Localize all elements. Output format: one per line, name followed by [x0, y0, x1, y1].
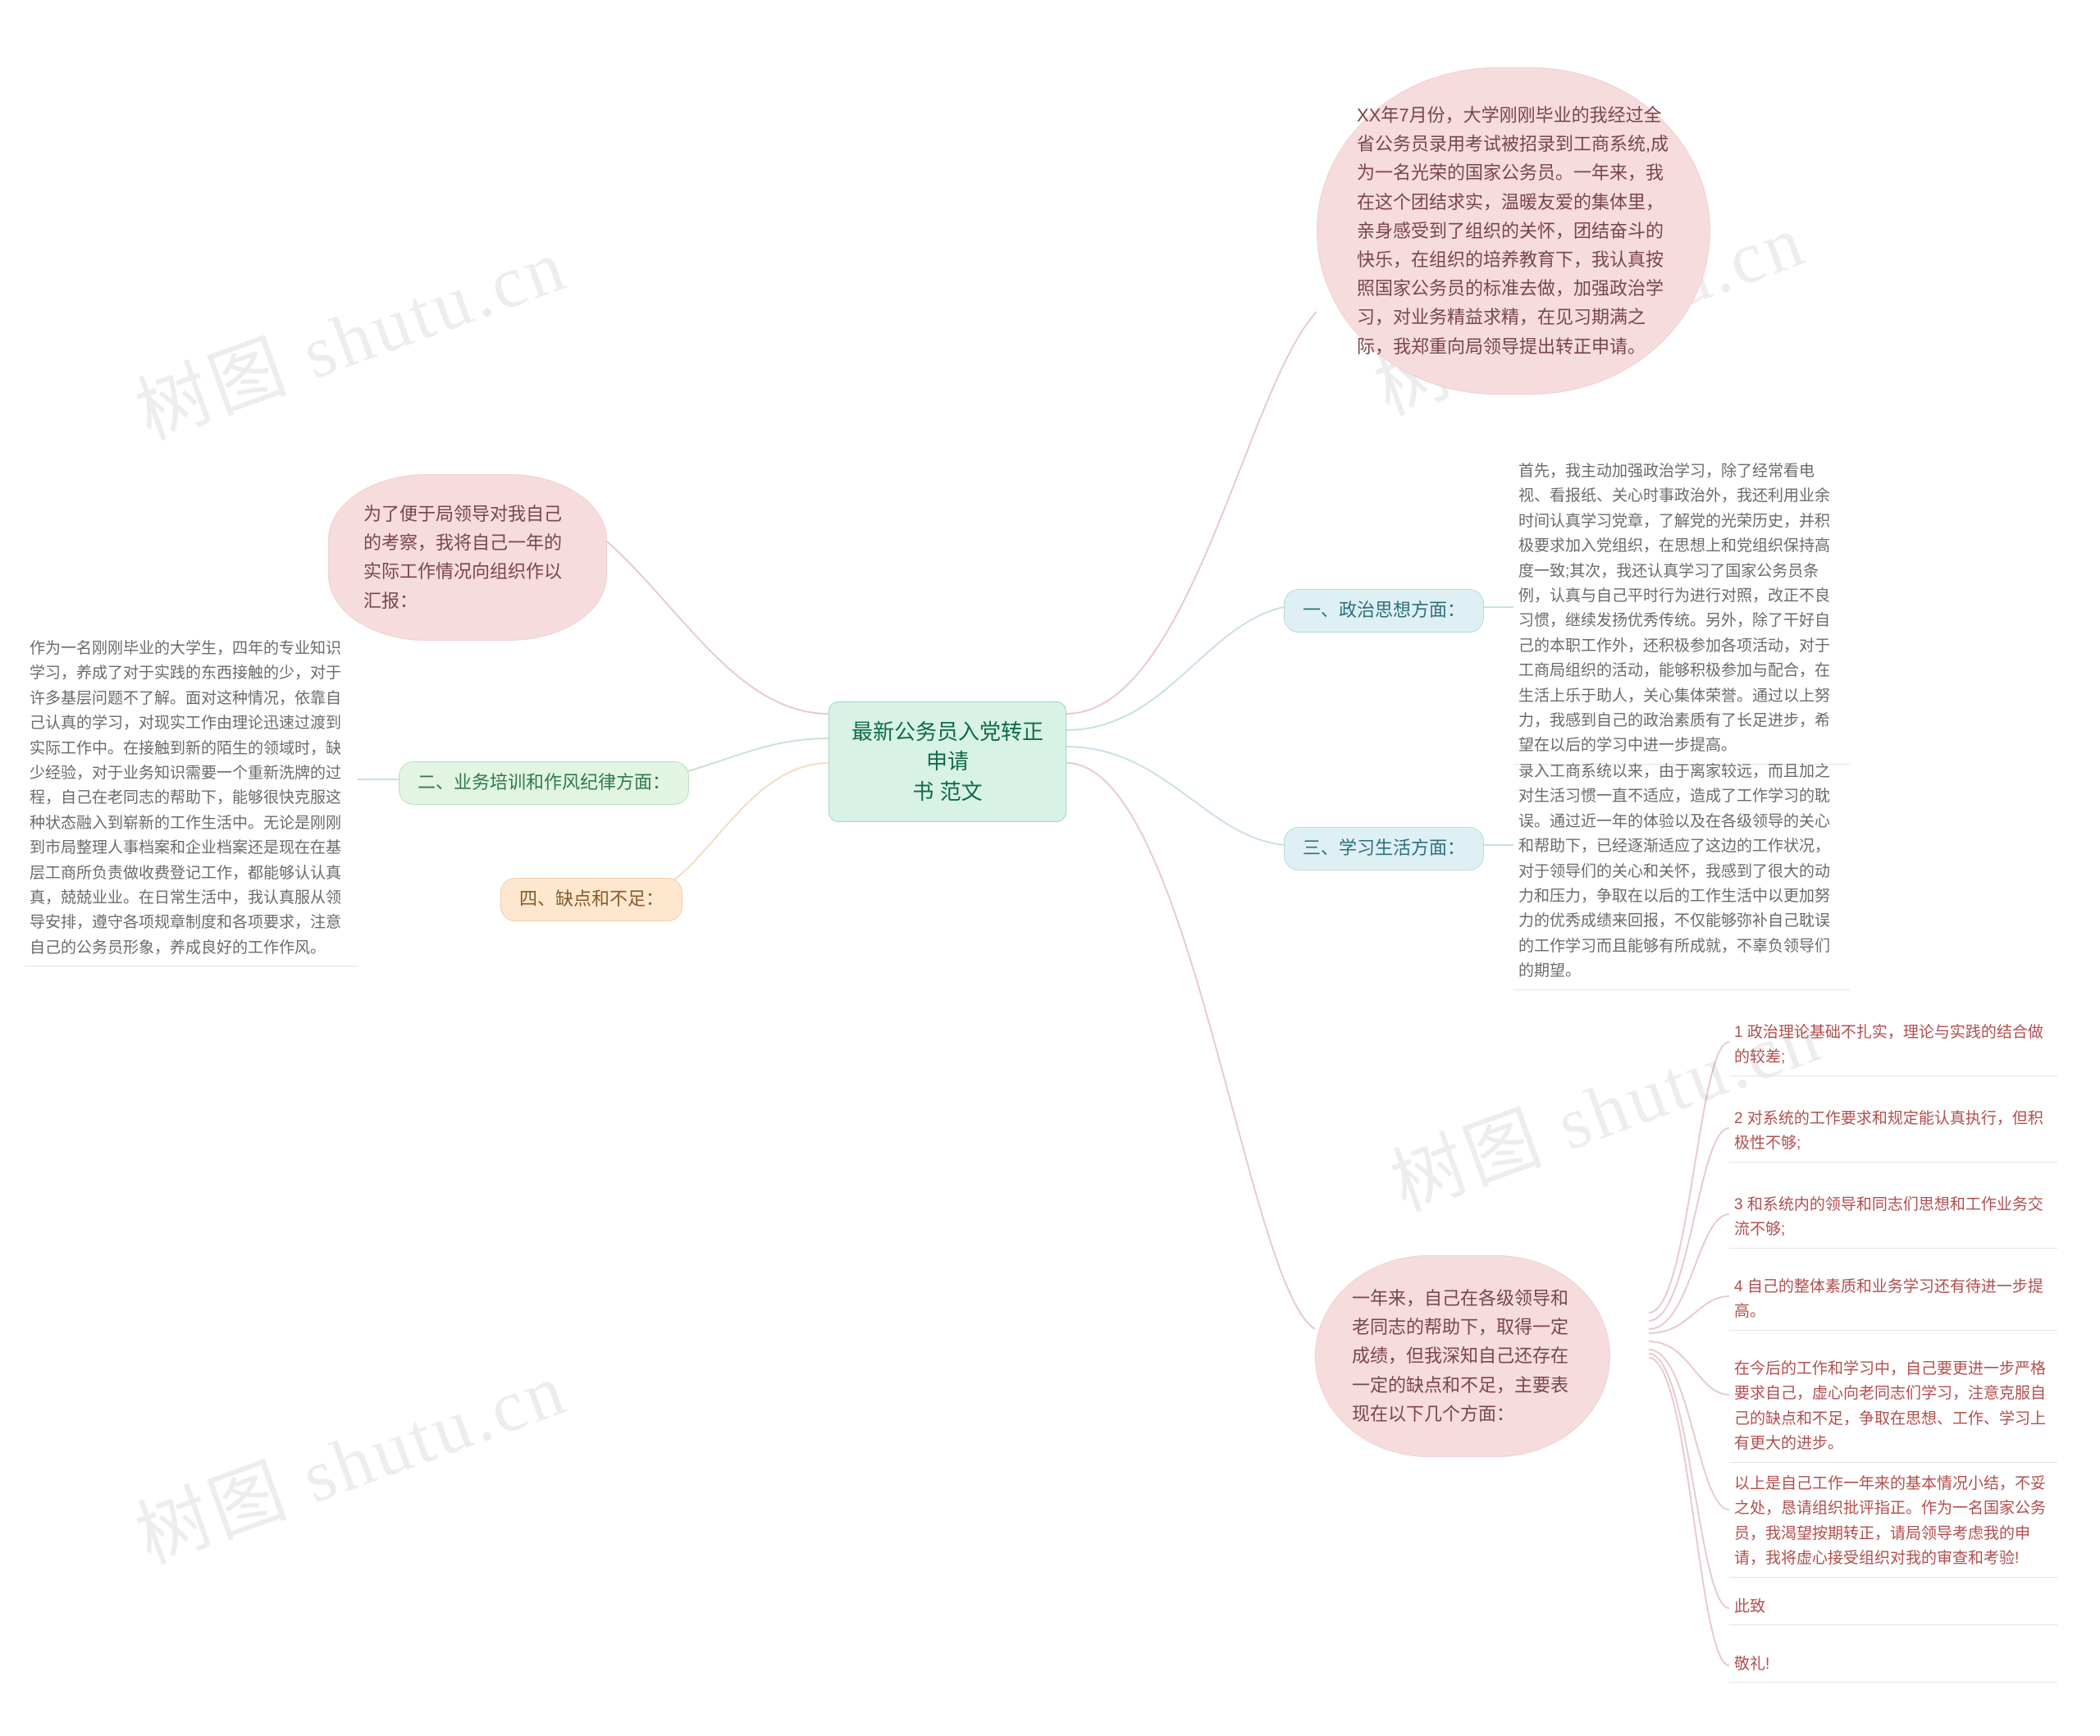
list-item: 在今后的工作和学习中，自己要更进一步严格要求自己，虚心向老同志们学习，注意克服自… [1729, 1352, 2057, 1463]
center-line1: 最新公务员入党转正申请 [851, 717, 1044, 777]
right-top-bubble-text: XX年7月份，大学刚刚毕业的我经过全省公务员录用考试被招录到工商系统,成为一名光… [1357, 105, 1669, 357]
list-item-text: 以上是自己工作一年来的基本情况小结，不妥之处，恳请组织批评指正。作为一名国家公务… [1734, 1475, 2046, 1567]
list-item: 2 对系统的工作要求和规定能认真执行，但积极性不够; [1729, 1102, 2057, 1163]
section-2-label[interactable]: 二、业务培训和作风纪律方面： [399, 761, 689, 805]
section-1-detail: 首先，我主动加强政治学习，除了经常看电视、看报纸、关心时事政治外，我还利用业余时… [1513, 455, 1850, 765]
section-1-label-text: 一、政治思想方面： [1303, 600, 1465, 620]
list-item-text: 3 和系统内的领导和同志们思想和工作业务交流不够; [1734, 1196, 2043, 1238]
section-1-detail-text: 首先，我主动加强政治学习，除了经常看电视、看报纸、关心时事政治外，我还利用业余时… [1518, 463, 1830, 754]
left-intro-bubble[interactable]: 为了便于局领导对我自己的考察，我将自己一年的实际工作情况向组织作以汇报： [328, 474, 607, 641]
right-bottom-bubble[interactable]: 一年来，自己在各级领导和老同志的帮助下，取得一定成绩，但我深知自己还存在一定的缺… [1315, 1255, 1610, 1457]
center-line2: 书 范文 [851, 777, 1044, 806]
section-3-detail-text: 录入工商系统以来，由于离家较远，而且加之对生活习惯一直不适应，造成了工作学习的耽… [1518, 763, 1830, 980]
list-item: 敬礼! [1729, 1647, 2057, 1683]
list-item-text: 4 自己的整体素质和业务学习还有待进一步提高。 [1734, 1278, 2043, 1320]
watermark: 树图 shutu.cn [120, 1329, 579, 1583]
list-item: 此致 [1729, 1590, 2057, 1625]
section-3-label[interactable]: 三、学习生活方面： [1284, 827, 1484, 870]
section-4-label[interactable]: 四、缺点和不足： [500, 878, 682, 921]
section-4-label-text: 四、缺点和不足： [519, 889, 664, 909]
section-2-detail-text: 作为一名刚刚毕业的大学生，四年的专业知识学习，养成了对于实践的东西接触的少，对于… [30, 640, 341, 957]
list-item-text: 2 对系统的工作要求和规定能认真执行，但积极性不够; [1734, 1110, 2043, 1152]
list-item-text: 在今后的工作和学习中，自己要更进一步严格要求自己，虚心向老同志们学习，注意克服自… [1734, 1360, 2046, 1452]
left-intro-text: 为了便于局领导对我自己的考察，我将自己一年的实际工作情况向组织作以汇报： [363, 504, 562, 611]
list-item-text: 敬礼! [1734, 1656, 1769, 1673]
section-3-detail: 录入工商系统以来，由于离家较远，而且加之对生活习惯一直不适应，造成了工作学习的耽… [1513, 755, 1850, 990]
section-3-label-text: 三、学习生活方面： [1303, 838, 1465, 858]
list-item-text: 1 政治理论基础不扎实，理论与实践的结合做的较差; [1734, 1024, 2043, 1066]
watermark: 树图 shutu.cn [120, 205, 579, 459]
section-2-detail: 作为一名刚刚毕业的大学生，四年的专业知识学习，养成了对于实践的东西接触的少，对于… [25, 632, 358, 966]
list-item: 1 政治理论基础不扎实，理论与实践的结合做的较差; [1729, 1016, 2057, 1076]
list-item: 以上是自己工作一年来的基本情况小结，不妥之处，恳请组织批评指正。作为一名国家公务… [1729, 1467, 2057, 1578]
list-item: 4 自己的整体素质和业务学习还有待进一步提高。 [1729, 1270, 2057, 1331]
right-bottom-bubble-text: 一年来，自己在各级领导和老同志的帮助下，取得一定成绩，但我深知自己还存在一定的缺… [1352, 1288, 1568, 1424]
section-2-label-text: 二、业务培训和作风纪律方面： [418, 772, 670, 793]
section-1-label[interactable]: 一、政治思想方面： [1284, 589, 1484, 633]
center-topic[interactable]: 最新公务员入党转正申请 书 范文 [829, 701, 1066, 822]
list-item-text: 此致 [1734, 1598, 1765, 1615]
right-top-bubble[interactable]: XX年7月份，大学刚刚毕业的我经过全省公务员录用考试被招录到工商系统,成为一名光… [1317, 67, 1710, 395]
list-item: 3 和系统内的领导和同志们思想和工作业务交流不够; [1729, 1188, 2057, 1249]
